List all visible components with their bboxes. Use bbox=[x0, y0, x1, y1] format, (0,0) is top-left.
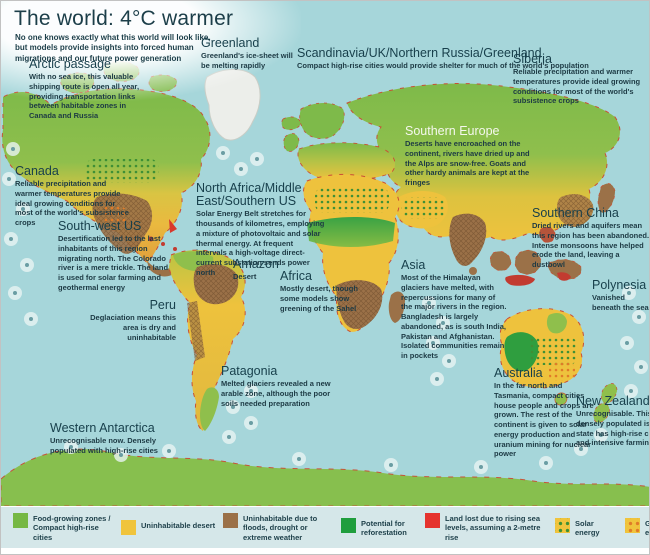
region-body: Solar Energy Belt stretches for thousand… bbox=[196, 209, 325, 277]
region-title: North Africa/Middle East/Southern US bbox=[196, 181, 302, 209]
region-body: With no sea ice, this valuable shipping … bbox=[29, 72, 140, 121]
region-body: Mostly desert, though some models show g… bbox=[280, 284, 358, 313]
region-title: Canada bbox=[15, 164, 59, 178]
region-title: Siberia bbox=[513, 52, 552, 66]
geothermal-field-australia bbox=[549, 363, 575, 381]
region-label-southern-europe: Southern Europe Deserts have encroached … bbox=[405, 124, 535, 188]
region-title: Scandinavia/UK/Northern Russia/Greenland bbox=[297, 46, 542, 60]
region-title: Australia bbox=[494, 366, 543, 380]
region-body: Deserts have encroached on the continent… bbox=[405, 139, 530, 188]
region-title: Southern China bbox=[532, 206, 619, 220]
region-label-siberia: Siberia Reliable precipitation and warme… bbox=[513, 52, 647, 106]
legend-item-reforestation: Potential for reforestation bbox=[341, 517, 419, 538]
region-title: Greenland bbox=[201, 36, 260, 50]
region-body: Desertification led to the last inhabita… bbox=[58, 234, 169, 292]
region-label-western-antarctica: Western Antarctica Unrecognisable now. D… bbox=[50, 421, 190, 456]
region-label-africa: Africa Mostly desert, though some models… bbox=[280, 269, 372, 313]
reforestation-swatch-icon bbox=[341, 517, 356, 533]
legend-item-sea-levels: Land lost due to rising sea levels, assu… bbox=[425, 512, 549, 542]
legend-item-solar: Solar energy bbox=[555, 517, 619, 538]
region-title: Western Antarctica bbox=[50, 421, 155, 435]
region-body: Unrecognisable now. Densely populated wi… bbox=[50, 436, 158, 455]
geothermal-energy-swatch-icon bbox=[625, 517, 640, 533]
continent-antarctica bbox=[1, 448, 649, 506]
food-zones-swatch-icon bbox=[13, 512, 28, 528]
continent-south-america bbox=[168, 249, 246, 432]
patagonia-arable-zone bbox=[200, 387, 219, 431]
wind-farm-icons bbox=[2, 142, 648, 474]
solar-energy-swatch-icon bbox=[555, 517, 570, 533]
region-body: Dried rivers and aquifers mean this regi… bbox=[532, 221, 650, 270]
madagascar bbox=[388, 291, 405, 323]
sahel-reforestation bbox=[307, 217, 395, 247]
region-body: Compact high-rise cities would provide s… bbox=[297, 61, 589, 71]
continent-asia bbox=[346, 83, 621, 275]
flood-swatch-icon bbox=[223, 512, 238, 528]
region-body: Deglaciation means this area is dry and … bbox=[90, 313, 176, 342]
legend-item-desert: Uninhabitable desert bbox=[121, 520, 217, 535]
solar-field-middle-east bbox=[401, 197, 445, 219]
northern-europe bbox=[281, 102, 345, 152]
region-title: Peru bbox=[149, 298, 176, 312]
region-body: Greenland's ice-sheet will be melting ra… bbox=[201, 51, 293, 70]
region-body: Most of the Himalayan glaciers have melt… bbox=[401, 273, 507, 361]
desert-swatch-icon bbox=[121, 520, 136, 535]
legend-item-food-growing: Food-growing zones / Compact high-rise c… bbox=[13, 512, 115, 542]
page-title: The world: 4°C warmer bbox=[14, 7, 234, 30]
region-title: New Zealand bbox=[576, 394, 650, 408]
region-label-scandinavia: Scandinavia/UK/Northern Russia/Greenland… bbox=[297, 46, 597, 71]
region-label-polynesia: Polynesia Vanished beneath the sea bbox=[592, 278, 649, 313]
region-body: Unrecognisable. This densely populated i… bbox=[576, 409, 650, 448]
continent-north-america bbox=[1, 88, 211, 277]
legend-bar: Food-growing zones / Compact high-rise c… bbox=[1, 507, 649, 548]
geothermal-field-us bbox=[101, 207, 127, 223]
region-label-north-africa-middle-east: North Africa/Middle East/Southern US Sol… bbox=[196, 181, 326, 278]
region-body: In the far north and Tasmania, compact c… bbox=[494, 381, 594, 459]
continent-europe bbox=[297, 142, 396, 181]
region-label-peru: Peru Deglaciation means this area is dry… bbox=[86, 298, 176, 342]
region-label-south-west-us: South-west US Desertification led to the… bbox=[58, 219, 173, 293]
solar-field-us bbox=[85, 159, 159, 183]
region-title: Polynesia bbox=[592, 278, 647, 292]
region-body: Desert bbox=[233, 272, 257, 282]
region-label-asia: Asia Most of the Himalayan glaciers have… bbox=[401, 258, 507, 361]
region-label-canada: Canada Reliable precipitation and warmer… bbox=[15, 164, 133, 228]
region-label-patagonia: Patagonia Melted glaciers revealed a new… bbox=[221, 364, 333, 408]
flooded-florida bbox=[169, 219, 177, 233]
region-label-southern-china: Southern China Dried rivers and aquifers… bbox=[532, 206, 650, 270]
region-label-arctic-passage: Arctic passage With no sea ice, this val… bbox=[29, 57, 149, 121]
region-title: Patagonia bbox=[221, 364, 278, 378]
region-title: Asia bbox=[401, 258, 426, 272]
legend-item-geothermal: Geothermal energy bbox=[625, 517, 649, 538]
region-title: Arctic passage bbox=[29, 57, 111, 71]
region-title: Amazon bbox=[233, 257, 279, 271]
page-subtitle: No one knows exactly what this world wil… bbox=[15, 33, 211, 63]
region-label-new-zealand: New Zealand Unrecognisable. This densely… bbox=[576, 394, 650, 448]
continent-africa bbox=[303, 174, 405, 333]
region-label-australia: Australia In the far north and Tasmania,… bbox=[494, 366, 597, 459]
region-title: South-west US bbox=[58, 219, 142, 233]
region-title: Africa bbox=[280, 269, 312, 283]
new-zealand bbox=[593, 383, 618, 423]
sea-rise-swatch-icon bbox=[425, 512, 440, 528]
region-label-greenland: Greenland Greenland's ice-sheet will be … bbox=[201, 36, 301, 71]
region-body: Reliable precipitation and warmer temper… bbox=[15, 179, 129, 228]
region-body: Reliable precipitation and warmer temper… bbox=[513, 67, 641, 106]
tasmania bbox=[554, 392, 568, 406]
region-body: Melted glaciers revealed a new arable zo… bbox=[221, 379, 331, 408]
solar-field-sahara bbox=[315, 187, 389, 213]
southeast-asia bbox=[489, 183, 616, 286]
region-label-amazon: Amazon Desert bbox=[233, 257, 313, 282]
solar-field-australia bbox=[529, 337, 577, 365]
region-title: Southern Europe bbox=[405, 124, 500, 138]
continent-australia bbox=[499, 308, 585, 406]
region-body: Vanished beneath the sea bbox=[592, 293, 649, 312]
legend-item-floods: Uninhabitable due to floods, drought or … bbox=[223, 512, 335, 542]
